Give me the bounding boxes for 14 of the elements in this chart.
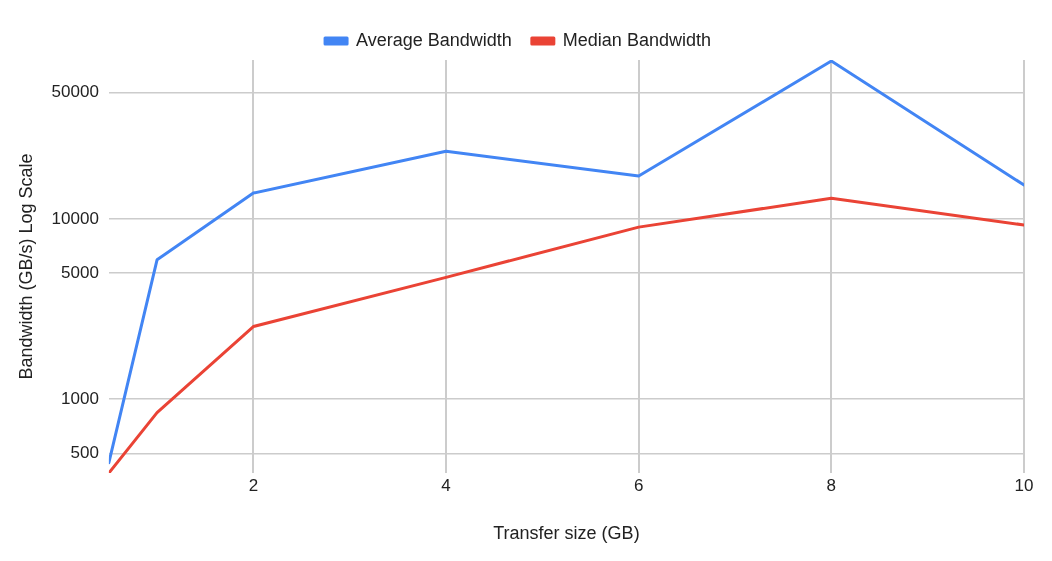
legend-label: Average Bandwidth (356, 29, 512, 50)
x-tick-label: 10 (1014, 475, 1034, 495)
y-tick-label: 500 (70, 443, 99, 463)
y-tick-label: 5000 (61, 262, 99, 282)
x-axis-title: Transfer size (GB) (493, 523, 640, 544)
x-tick-label: 4 (441, 475, 451, 495)
y-tick-label: 1000 (61, 388, 99, 408)
y-tick-label: 50000 (51, 82, 99, 102)
x-tick-label: 2 (248, 475, 259, 495)
y-tick-label: 10000 (51, 208, 99, 228)
y-axis-title: Bandwidth (GB/s) Log Scale (15, 153, 36, 380)
x-tick-label: 6 (633, 475, 644, 495)
x-tick-label: 8 (826, 475, 837, 495)
legend-label: Median Bandwidth (562, 29, 711, 50)
